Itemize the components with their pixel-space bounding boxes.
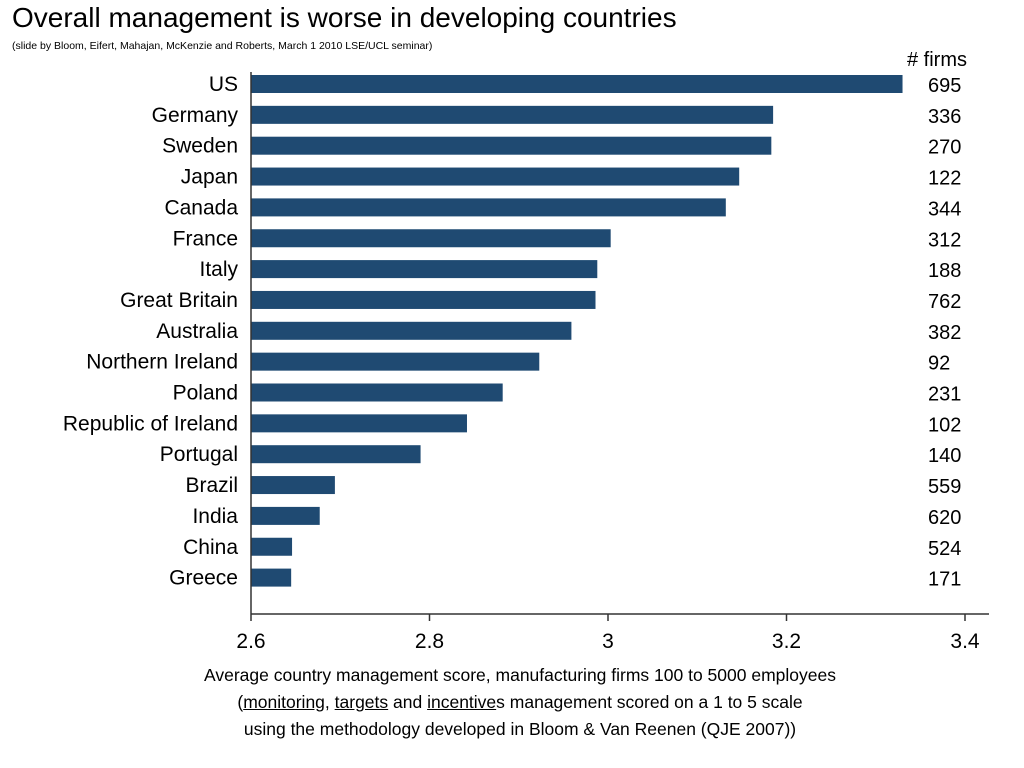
category-label-sweden: Sweden [162,135,238,158]
firm-count-northern-ireland: 92 [928,353,950,375]
firms-header: # firms [907,49,967,71]
firm-count-china: 524 [928,538,961,560]
bar-china [251,537,293,556]
bar-canada [251,198,726,217]
bar-japan [251,167,740,186]
firm-count-india: 620 [928,507,961,529]
bar-sweden [251,136,772,155]
bar-germany [251,105,774,124]
firm-count-sweden: 270 [928,137,961,159]
category-label-germany: Germany [152,104,239,127]
x-tick-label: 3.4 [950,630,980,653]
x-tick-label: 2.6 [236,630,265,653]
bar-brazil [251,476,335,495]
category-label-brazil: Brazil [185,474,238,497]
firm-count-australia: 382 [928,322,961,344]
category-label-us: US [209,73,238,96]
bar-portugal [251,445,421,464]
firm-count-germany: 336 [928,106,961,128]
caption-targets: targets [334,692,389,712]
caption-line-2: (monitoring, targets and incentives mana… [0,689,1024,716]
bar-greece [251,568,292,587]
caption-monitoring: monitoring [243,692,325,712]
caption-paren-open: ( [237,692,244,712]
bar-chart: US Germany Sweden Japan Canada France Italy Gre… [63,49,989,653]
firm-count-us: 695 [928,75,961,97]
category-label-republic-of-ireland: Republic of Ireland [63,412,238,435]
x-tick-label: 3 [602,630,614,653]
category-label-portugal: Portugal [160,443,238,466]
bars [251,75,903,587]
subtitle: (slide by Bloom, Eifert, Mahajan, McKenz… [12,40,433,52]
firm-count-republic-of-ireland: 102 [928,414,961,436]
bar-northern-ireland [251,352,540,371]
firm-count-italy: 188 [928,260,961,282]
x-tick-label: 2.8 [415,630,444,653]
category-label-india: India [192,505,238,528]
caption-line-2-rest: s management scored on a 1 to 5 scale [496,692,803,712]
bar-poland [251,383,503,402]
category-label-italy: Italy [199,258,238,281]
firm-count-portugal: 140 [928,445,961,467]
category-label-japan: Japan [181,166,238,189]
bar-us [251,75,903,93]
category-label-great-britain: Great Britain [120,289,238,312]
bar-republic-of-ireland [251,414,467,433]
caption-line-1: Average country management score, manufa… [204,665,836,685]
category-label-poland: Poland [173,382,238,405]
firm-count-great-britain: 762 [928,291,961,313]
firm-count-japan: 122 [928,168,961,190]
caption-sep-2: and [388,692,428,712]
bar-india [251,506,320,525]
category-label-northern-ireland: Northern Ireland [86,351,238,374]
page-title: Overall management is worse in developin… [12,2,677,33]
caption-sep-1: , [324,692,335,712]
chart-caption: Average country management score, manufa… [0,662,1024,743]
firms-column: 695 336 270 122 344 312 188 762 382 92 231 102 140 55… [907,49,967,591]
x-tick-label: 3.2 [772,630,801,653]
category-label-china: China [183,536,238,559]
category-label-australia: Australia [156,320,238,343]
category-label-canada: Canada [164,196,238,219]
category-label-greece: Greece [169,567,238,590]
firm-count-poland: 231 [928,384,961,406]
category-label-france: France [173,227,238,250]
caption-incentive: incentive [427,692,497,712]
bar-australia [251,321,572,340]
firm-count-canada: 344 [928,198,961,220]
caption-line-3: using the methodology developed in Bloom… [243,719,797,739]
bar-great-britain [251,290,596,309]
x-axis: 2.6 2.8 3 3.2 3.4 [236,72,989,653]
firm-count-greece: 171 [928,569,961,591]
firm-count-brazil: 559 [928,476,961,498]
firm-count-france: 312 [928,229,961,251]
bar-italy [251,260,598,279]
bar-france [251,229,611,248]
category-labels: US Germany Sweden Japan Canada France Italy Gre… [63,73,239,590]
